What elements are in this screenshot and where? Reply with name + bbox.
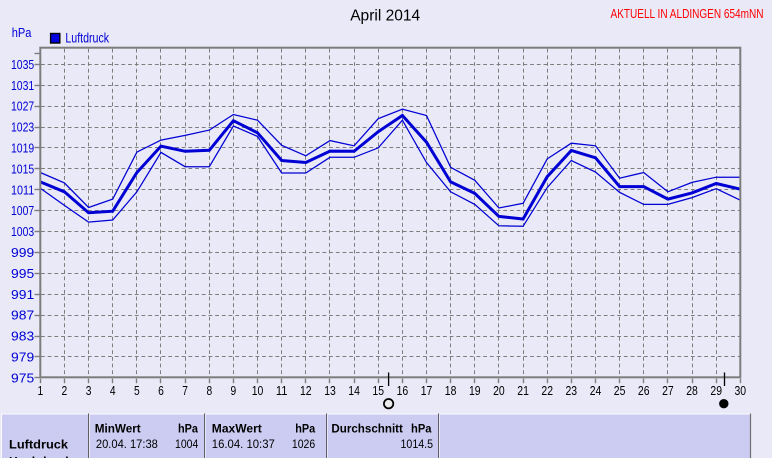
svg-text:6: 6 [158,383,164,398]
svg-text:hPa: hPa [12,25,32,40]
svg-text:15: 15 [372,383,384,398]
svg-text:1023: 1023 [11,120,34,135]
svg-text:9: 9 [231,383,237,398]
svg-text:1015: 1015 [11,161,34,176]
svg-text:12: 12 [300,383,312,398]
svg-text:1026: 1026 [292,437,316,451]
svg-text:1004: 1004 [175,437,199,451]
svg-text:987: 987 [11,308,34,323]
svg-text:1003: 1003 [11,224,34,239]
svg-text:29: 29 [710,383,722,398]
svg-text:April 2014: April 2014 [350,7,420,24]
svg-text:7: 7 [182,383,188,398]
svg-text:25: 25 [614,383,626,398]
svg-text:hPa: hPa [295,422,315,436]
svg-text:28: 28 [686,383,698,398]
svg-text:Durchschnitt: Durchschnitt [331,422,403,436]
svg-text:983: 983 [11,329,34,344]
svg-text:hPa: hPa [178,422,198,436]
svg-text:975: 975 [11,371,34,386]
svg-text:23: 23 [566,383,578,398]
svg-text:1014.5: 1014.5 [401,437,434,451]
svg-text:22: 22 [541,383,553,398]
svg-text:11: 11 [276,383,288,398]
svg-text:18: 18 [445,383,457,398]
svg-text:24: 24 [590,383,602,398]
svg-text:8: 8 [206,383,212,398]
svg-text:10: 10 [252,383,264,398]
svg-text:MaxWert: MaxWert [212,422,262,436]
svg-text:1031: 1031 [11,78,34,93]
svg-text:991: 991 [11,287,34,302]
svg-text:979: 979 [11,350,34,365]
svg-text:4: 4 [110,383,116,398]
svg-text:30: 30 [735,383,747,398]
svg-text:1: 1 [37,383,43,398]
svg-text:26: 26 [638,383,650,398]
svg-text:13: 13 [324,383,336,398]
svg-text:Luftdruck: Luftdruck [9,438,68,452]
svg-text:hPa: hPa [411,422,432,436]
svg-text:1019: 1019 [11,141,34,156]
svg-text:27: 27 [662,383,674,398]
svg-text:20: 20 [493,383,505,398]
svg-text:995: 995 [11,266,34,281]
svg-text:1035: 1035 [11,57,34,72]
svg-text:16.04. 10:37: 16.04. 10:37 [212,437,275,451]
svg-text:16: 16 [397,383,409,398]
svg-text:5: 5 [134,383,140,398]
svg-text:Hochdruck: Hochdruck [9,454,72,458]
svg-text:14: 14 [348,383,360,398]
svg-text:1027: 1027 [11,99,34,114]
svg-text:20.04. 17:38: 20.04. 17:38 [96,437,158,451]
svg-text:MinWert: MinWert [95,422,141,436]
svg-text:Luftdruck: Luftdruck [65,30,109,45]
svg-text:1007: 1007 [11,203,34,218]
svg-text:2: 2 [62,383,68,398]
svg-text:17: 17 [421,383,433,398]
svg-text:1011: 1011 [11,182,34,197]
svg-text:3: 3 [86,383,92,398]
svg-text:19: 19 [469,383,481,398]
svg-text:21: 21 [517,383,529,398]
svg-text:999: 999 [11,245,34,260]
svg-text:AKTUELL IN ALDINGEN 654mNN: AKTUELL IN ALDINGEN 654mNN [611,6,764,21]
